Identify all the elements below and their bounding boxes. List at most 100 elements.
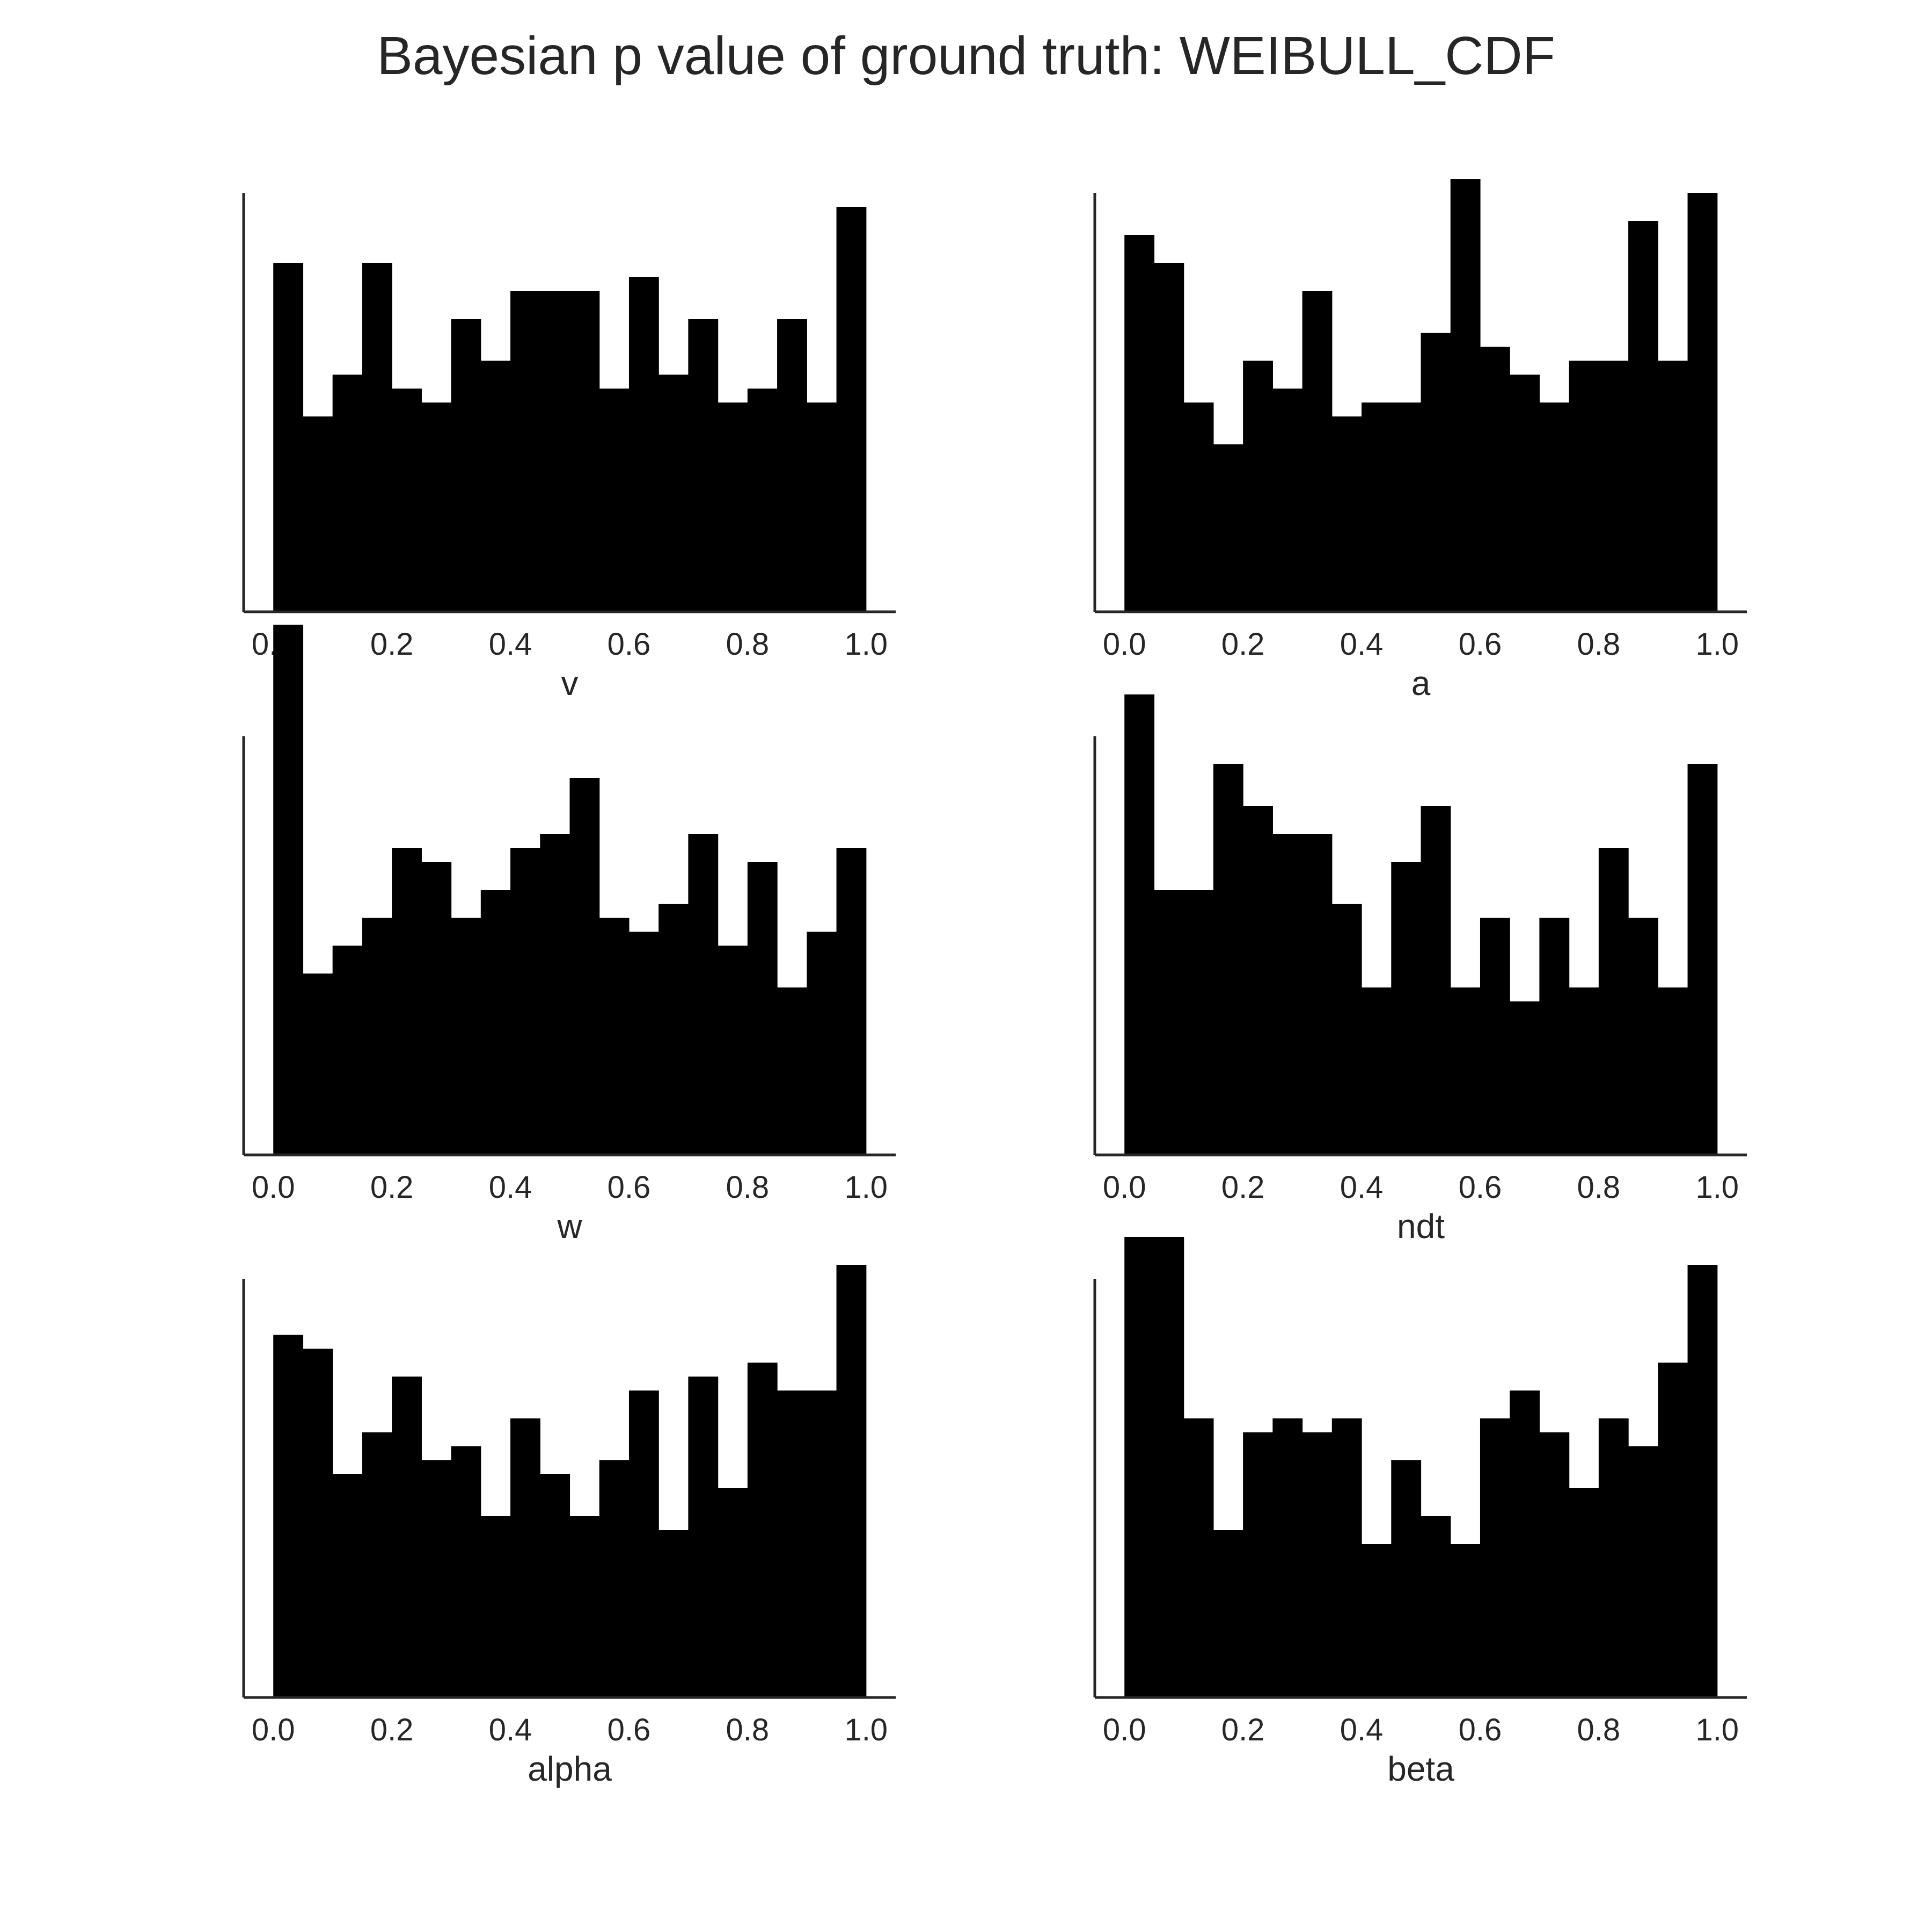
- histogram-bar: [1183, 890, 1214, 1155]
- histogram-bar: [1628, 918, 1658, 1155]
- histogram-bar: [540, 291, 570, 612]
- histogram-bar: [392, 389, 422, 612]
- histogram-bar: [807, 932, 837, 1155]
- histogram-bar: [1687, 1265, 1718, 1697]
- histogram-bar: [1243, 806, 1273, 1155]
- subplots-grid: 0.00.20.40.60.81.0v0.00.20.40.60.81.0a0.…: [242, 179, 1747, 1788]
- histogram-bar: [599, 389, 630, 612]
- histogram-bar: [1687, 193, 1718, 612]
- x-axis-label: w: [557, 1207, 582, 1246]
- histogram-bars: [273, 207, 867, 612]
- x-tick-label: 0.0: [1103, 1713, 1146, 1747]
- x-tick-label: 0.6: [1459, 1713, 1502, 1747]
- subplot-ndt: 0.0 0.2 0.4 0.6 0.8 1.0 ndt: [1093, 694, 1747, 1246]
- histogram-bar: [1391, 402, 1422, 612]
- x-tick-label: 0.4: [489, 627, 532, 662]
- histogram-bar: [510, 1418, 540, 1697]
- histogram-bar: [273, 1335, 304, 1697]
- x-tick-label: 1.0: [1695, 1170, 1739, 1205]
- histogram-bar: [1687, 764, 1718, 1155]
- histogram-bar: [303, 1349, 333, 1697]
- histogram-bar: [1539, 402, 1570, 612]
- histogram-bar: [569, 1516, 600, 1697]
- histogram-bar: [1183, 1418, 1214, 1697]
- x-tick-label: 0.0: [252, 1170, 295, 1205]
- histogram-bar: [1362, 1544, 1392, 1697]
- histogram-bar: [332, 375, 363, 612]
- histogram-bar: [1272, 389, 1303, 612]
- histogram-bar: [480, 361, 511, 612]
- x-tick-label: 1.0: [844, 1713, 888, 1747]
- histogram-bar: [688, 319, 719, 612]
- x-tick-label: 0.2: [1221, 627, 1265, 662]
- histogram-bar: [1539, 1432, 1570, 1697]
- histogram-bar: [1480, 347, 1510, 612]
- histogram-bar: [1302, 834, 1333, 1155]
- histogram-bar: [1154, 263, 1184, 612]
- histogram-bar: [332, 1474, 363, 1697]
- histogram-bar: [1272, 1418, 1303, 1697]
- histogram-bar: [807, 1391, 837, 1697]
- histogram-bar: [1362, 987, 1392, 1155]
- histogram-bar: [1391, 862, 1422, 1155]
- histogram-bar: [392, 848, 422, 1155]
- histogram-bar: [1658, 987, 1688, 1155]
- histogram-bar: [628, 277, 659, 612]
- histogram-bar: [1569, 987, 1599, 1155]
- histogram-bars: [1124, 1237, 1718, 1697]
- histogram-bar: [1539, 918, 1570, 1155]
- x-tick-label: 0.4: [489, 1713, 532, 1747]
- histogram-bar: [718, 402, 748, 612]
- histogram-bar: [688, 1377, 719, 1697]
- histogram-bar: [1569, 1488, 1599, 1697]
- histogram-bar: [1213, 444, 1243, 612]
- histogram-bar: [510, 848, 540, 1155]
- histogram-bar: [628, 1391, 659, 1697]
- subplot-v: 0.00.20.40.60.81.0v: [242, 193, 896, 702]
- histogram-bar: [1272, 834, 1303, 1155]
- subplot-a: 0.0 0.2 0.4 0.6 0.8 1.0 a: [1093, 179, 1747, 702]
- histogram-bar: [1391, 1460, 1422, 1697]
- x-tick-label: 0.8: [1577, 627, 1621, 662]
- x-tick-label: 0.8: [726, 1170, 770, 1205]
- histogram-bar: [747, 389, 778, 612]
- histogram-bar: [718, 1488, 748, 1697]
- histogram-bar: [332, 946, 363, 1155]
- x-tick-label: 0.2: [370, 1170, 414, 1205]
- histogram-bar: [1598, 848, 1629, 1155]
- histogram-bar: [1658, 1363, 1688, 1697]
- x-tick-label: 0.6: [1459, 1170, 1502, 1205]
- x-axis-label: alpha: [528, 1750, 612, 1788]
- histogram-bar: [569, 291, 600, 612]
- histogram-bar: [777, 987, 807, 1155]
- histogram-bars: [273, 625, 867, 1155]
- histogram-bar: [1510, 1001, 1540, 1155]
- histogram-bar: [540, 834, 570, 1155]
- histogram-bar: [1510, 375, 1540, 612]
- x-tick-label: 0.8: [1577, 1713, 1621, 1747]
- x-tick-label: 1.0: [844, 1170, 888, 1205]
- histogram-bar: [747, 862, 778, 1155]
- histogram-bar: [836, 1265, 867, 1697]
- histogram-bar: [1362, 402, 1392, 612]
- histogram-bar: [1598, 1418, 1629, 1697]
- histogram-bar: [1598, 361, 1629, 612]
- x-tick-label: 0.6: [1459, 627, 1502, 662]
- histogram-bar: [1450, 987, 1481, 1155]
- x-tick-label: 0.6: [608, 1713, 651, 1747]
- subplot-alpha: 0.0 0.2 0.4 0.6 0.8 1.0 alpha: [242, 1265, 896, 1788]
- histogram-bar: [836, 848, 867, 1155]
- x-tick-label: 0.0: [252, 1713, 295, 1747]
- histogram-bar: [480, 1516, 511, 1697]
- histogram-bar: [807, 402, 837, 612]
- histogram-bar: [1510, 1391, 1540, 1697]
- histogram-bar: [273, 263, 304, 612]
- x-axis-label: beta: [1387, 1750, 1454, 1788]
- subplot-w: 0.0 0.2 0.4 0.6 0.8 1.0 w: [242, 625, 896, 1246]
- histogram-bar: [1658, 361, 1688, 612]
- histogram-bar: [1183, 402, 1214, 612]
- histogram-bar: [1243, 1432, 1273, 1697]
- histogram-bar: [421, 862, 452, 1155]
- x-tick-label: 0.0: [1103, 627, 1146, 662]
